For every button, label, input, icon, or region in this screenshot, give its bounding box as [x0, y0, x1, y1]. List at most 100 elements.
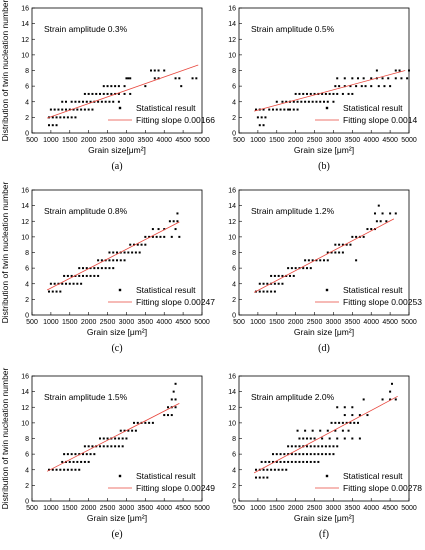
- x-tick-label: 2500: [307, 319, 323, 326]
- data-point: [51, 468, 54, 471]
- data-point: [108, 100, 111, 103]
- data-point: [93, 453, 96, 456]
- data-points: [255, 204, 397, 293]
- data-point: [129, 92, 132, 95]
- data-point: [332, 445, 335, 448]
- data-point: [66, 274, 69, 277]
- data-point: [65, 108, 67, 111]
- data-point: [349, 85, 352, 88]
- data-point: [349, 243, 352, 246]
- data-point: [296, 100, 299, 103]
- data-point: [83, 460, 86, 463]
- y-tick-label: 2: [232, 115, 236, 122]
- x-tick-label: 4500: [382, 505, 398, 512]
- x-tick-label: 3500: [345, 505, 361, 512]
- x-tick-label: 3000: [119, 137, 135, 144]
- data-point: [102, 92, 105, 95]
- x-tick-label: 3000: [326, 137, 342, 144]
- y-tick-label: 4: [25, 467, 29, 474]
- data-point: [266, 282, 269, 285]
- data-point: [389, 390, 392, 393]
- y-axis-label: Distribution of twin nucleation number: [0, 367, 10, 509]
- data-point: [336, 92, 339, 95]
- x-tick-label: 5000: [401, 319, 417, 326]
- data-point: [391, 382, 393, 385]
- legend-marker-points: [118, 288, 122, 292]
- data-point: [110, 92, 113, 95]
- data-point: [281, 274, 284, 277]
- data-point: [319, 100, 322, 103]
- y-tick-label: 6: [25, 266, 29, 273]
- data-point: [70, 100, 73, 103]
- data-point: [108, 259, 111, 262]
- data-point: [93, 267, 96, 270]
- data-point: [266, 290, 269, 293]
- data-point: [72, 460, 75, 463]
- data-point: [53, 282, 56, 285]
- data-point: [121, 445, 124, 448]
- data-point: [262, 476, 265, 479]
- data-point: [140, 243, 143, 246]
- chart-panel-3: 500 1000 1500 2000 2500 3000 3500 4000 4500 5000 0…: [0, 181, 215, 354]
- data-point: [296, 429, 299, 432]
- legend-label-points: Statistical result: [343, 103, 403, 113]
- data-points: [48, 212, 181, 293]
- data-point: [99, 445, 101, 448]
- data-point: [345, 421, 348, 424]
- data-point: [332, 100, 335, 103]
- data-point: [279, 108, 282, 111]
- data-point: [178, 77, 181, 80]
- fit-line: [46, 402, 180, 472]
- data-point: [394, 69, 397, 72]
- x-tick-label: 500: [233, 137, 245, 144]
- data-point: [55, 468, 58, 471]
- data-point: [123, 251, 126, 254]
- y-tick-label: 10: [21, 52, 29, 59]
- data-point: [338, 421, 341, 424]
- data-point: [313, 445, 316, 448]
- data-point: [48, 468, 50, 471]
- data-point: [313, 92, 316, 95]
- data-point: [338, 243, 341, 246]
- y-tick-label: 6: [232, 84, 236, 91]
- x-tick-label: 4500: [175, 137, 191, 144]
- data-point: [326, 429, 329, 432]
- data-point: [163, 414, 166, 417]
- x-tick-label: 3500: [138, 319, 154, 326]
- data-point: [82, 100, 84, 103]
- data-point: [343, 77, 346, 80]
- data-point: [138, 251, 141, 254]
- x-axis-label: Grain size [μm²]: [87, 513, 147, 523]
- y-tick-label: 8: [232, 436, 236, 443]
- data-point: [256, 116, 259, 119]
- x-tick-label: 1500: [62, 319, 78, 326]
- data-point: [334, 429, 337, 432]
- data-point: [106, 445, 109, 448]
- data-point: [315, 100, 318, 103]
- data-point: [341, 429, 344, 432]
- y-tick-label: 0: [25, 131, 29, 138]
- y-tick-label: 16: [228, 188, 236, 195]
- data-point: [379, 220, 382, 223]
- data-point: [273, 274, 276, 277]
- data-point: [360, 85, 363, 88]
- data-point: [268, 460, 271, 463]
- data-point: [85, 100, 88, 103]
- data-point: [262, 124, 265, 127]
- x-tick-label: 4000: [363, 505, 379, 512]
- y-tick-label: 14: [21, 203, 29, 210]
- data-point: [309, 445, 312, 448]
- fit-line: [253, 395, 398, 474]
- data-point: [68, 460, 71, 463]
- data-point: [304, 259, 307, 262]
- data-point: [355, 235, 358, 238]
- y-tick-label: 10: [228, 234, 236, 241]
- data-point: [61, 108, 64, 111]
- x-tick-label: 4000: [156, 137, 172, 144]
- data-point: [279, 460, 282, 463]
- data-point: [157, 228, 160, 231]
- data-point: [55, 124, 58, 127]
- data-point: [302, 437, 305, 440]
- data-point: [355, 85, 358, 88]
